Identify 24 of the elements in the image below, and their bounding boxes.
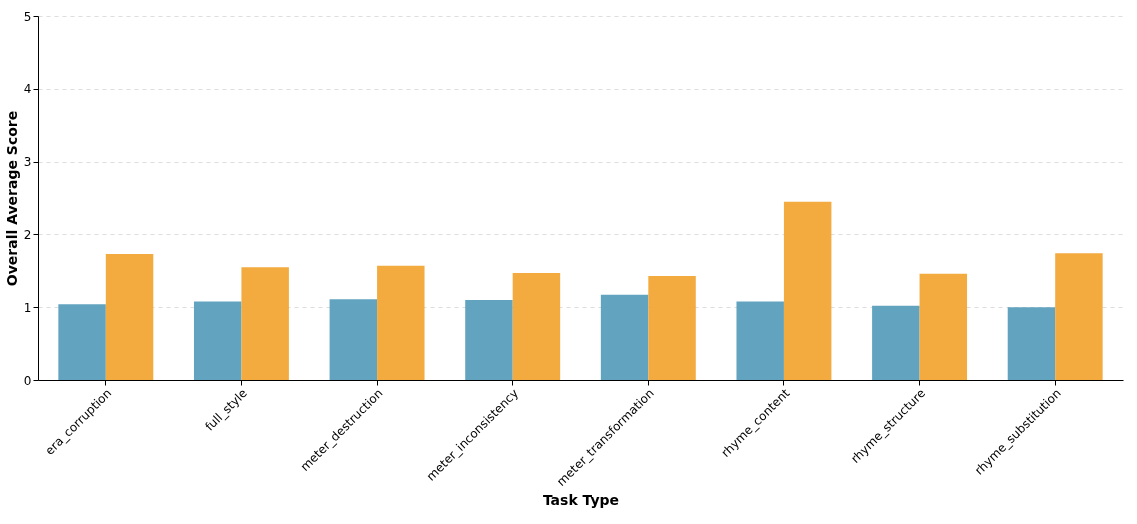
- bar: [1007, 307, 1056, 380]
- bar: [783, 201, 832, 380]
- bar: [241, 267, 289, 380]
- bar: [1055, 253, 1103, 380]
- y-tick-label: 2: [23, 227, 32, 242]
- bar: [872, 305, 920, 380]
- bar: [919, 273, 968, 380]
- bar: [377, 265, 425, 380]
- y-tick-label: 0: [23, 373, 32, 388]
- x-axis-title: Task Type: [542, 492, 620, 509]
- bar: [465, 299, 513, 380]
- bar: [193, 301, 242, 380]
- bar: [329, 299, 378, 380]
- y-tick-label: 3: [23, 155, 32, 170]
- y-tick-label: 4: [23, 82, 32, 97]
- bar: [736, 301, 784, 380]
- bar: [512, 272, 561, 380]
- bar: [58, 304, 106, 380]
- bar: [105, 254, 154, 380]
- bar: [648, 275, 696, 380]
- y-tick-label: 5: [23, 9, 32, 24]
- bar: [600, 294, 649, 380]
- y-tick-label: 1: [23, 300, 32, 315]
- y-axis-title: Overall Average Score: [3, 110, 20, 287]
